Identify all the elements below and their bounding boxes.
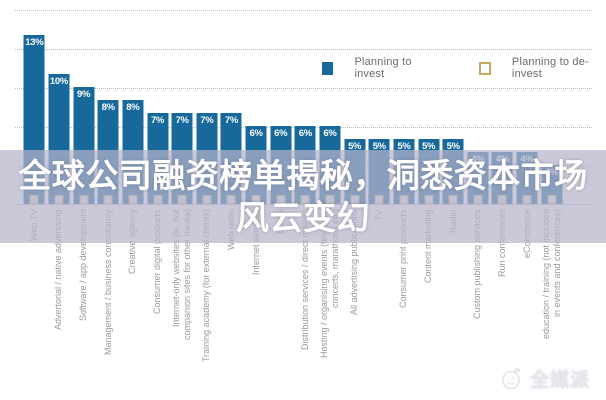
headline-overlay: 全球公司融资榜单揭秘，洞悉资本市场 风云变幻 <box>0 150 606 243</box>
chart-legend: Planning to invest Planning to de-invest <box>322 56 606 80</box>
bar-value-label: 5% <box>397 140 411 152</box>
watermark-text: 全媒派 <box>529 370 590 391</box>
bar-value-label: 8% <box>101 101 115 113</box>
legend-invest-label: Planning to invest <box>354 56 412 80</box>
bar-value-label: 6% <box>274 127 288 139</box>
bar-value-label: 7% <box>200 114 214 126</box>
headline-line1: 全球公司融资榜单揭秘，洞悉资本市场 <box>18 156 588 194</box>
bar-value-label: 5% <box>372 140 386 152</box>
bar-value-label: 5% <box>446 140 460 152</box>
penguin-logo-icon <box>501 368 520 389</box>
bar-value-label: 13% <box>25 36 44 48</box>
bar-value-label: 8% <box>126 101 140 113</box>
legend-deinvest-label: Planning to de-invest <box>511 56 589 80</box>
gridline-9 <box>15 88 592 89</box>
watermark: 全媒派 <box>500 365 590 392</box>
deinvest-swatch-icon <box>479 61 491 75</box>
headline-line2: 风云变幻 <box>236 198 370 236</box>
bar-value-label: 9% <box>77 88 91 100</box>
bar-value-label: 5% <box>421 140 436 152</box>
gridline-12 <box>15 49 592 50</box>
gridline-15 <box>15 10 592 11</box>
bar-value-label: 7% <box>224 114 238 126</box>
invest-swatch-icon <box>322 61 334 75</box>
bar-value-label: 6% <box>298 127 312 139</box>
bar-value-label: 7% <box>175 114 189 126</box>
bar-value-label: 7% <box>150 114 165 126</box>
bar-value-label: 10% <box>49 75 69 87</box>
bar-value-label: 6% <box>323 127 337 139</box>
bar-value-label: 5% <box>348 140 362 152</box>
bar-value-label: 6% <box>249 127 263 139</box>
